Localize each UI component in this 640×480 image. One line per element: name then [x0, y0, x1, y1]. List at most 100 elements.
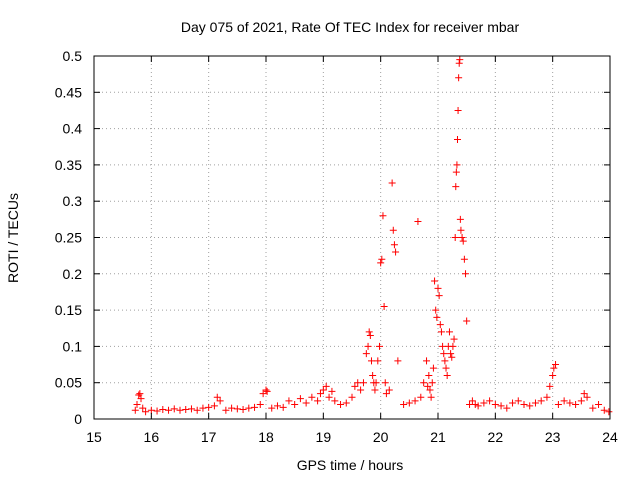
roti-point: [491, 400, 499, 408]
roti-point: [453, 135, 461, 143]
roti-point: [428, 379, 436, 387]
roti-point: [509, 399, 517, 407]
roti-point: [560, 397, 568, 405]
roti-point: [436, 321, 444, 329]
roti-point: [583, 393, 591, 401]
roti-point: [459, 237, 467, 245]
roti-point: [133, 400, 141, 408]
roti-point: [376, 342, 384, 350]
roti-point: [433, 313, 441, 321]
roti-point: [381, 379, 389, 387]
roti-point: [589, 404, 597, 412]
roti-point: [239, 406, 247, 414]
roti-point: [605, 408, 613, 416]
roti-point: [362, 350, 370, 358]
roti-point: [440, 350, 448, 358]
roti-point: [372, 379, 380, 387]
roti-point: [199, 404, 207, 412]
roti-point: [531, 399, 539, 407]
chart-title: Day 075 of 2021, Rate Of TEC Index for r…: [181, 19, 520, 35]
roti-point: [279, 403, 287, 411]
roti-point: [448, 353, 456, 361]
roti-point: [537, 397, 545, 405]
roti-point: [170, 405, 178, 413]
roti-point: [216, 397, 224, 405]
y-tick-label: 0.05: [55, 375, 82, 391]
roti-point: [367, 357, 375, 365]
roti-point: [136, 390, 144, 398]
roti-point: [366, 332, 374, 340]
roti-point: [389, 226, 397, 234]
roti-point: [480, 399, 488, 407]
roti-point: [497, 402, 505, 410]
roti-point: [460, 255, 468, 263]
roti-point: [451, 234, 459, 241]
roti-point: [405, 399, 413, 407]
roti-point: [228, 404, 236, 412]
roti-point: [471, 400, 479, 408]
roti-point: [147, 406, 155, 414]
roti-point: [273, 402, 281, 410]
roti-point: [359, 379, 367, 387]
roti-point: [552, 361, 560, 369]
roti-point: [357, 386, 365, 394]
roti-point: [429, 364, 437, 372]
roti-point: [314, 397, 322, 405]
roti-point: [285, 397, 293, 405]
roti-point: [296, 395, 304, 403]
roti-point: [142, 408, 150, 416]
roti-point: [453, 161, 461, 169]
roti-point: [365, 328, 373, 336]
roti-point: [514, 397, 522, 405]
roti-point: [291, 400, 299, 408]
roti-point: [600, 406, 608, 414]
roti-point: [427, 393, 435, 401]
roti-point: [543, 393, 551, 401]
roti-point: [364, 342, 372, 350]
roti-point: [176, 406, 184, 414]
roti-point: [414, 218, 422, 226]
roti-point: [390, 241, 398, 249]
roti-point: [139, 404, 147, 412]
roti-point: [233, 405, 241, 413]
roti-point: [456, 215, 464, 223]
roti-point: [417, 393, 425, 401]
roti-point: [425, 371, 433, 379]
roti-point: [328, 387, 336, 395]
roti-point: [566, 399, 574, 407]
roti-point: [187, 405, 195, 413]
roti-point: [452, 168, 460, 176]
roti-point: [455, 74, 463, 82]
roti-point: [205, 403, 213, 411]
y-tick-label: 0.45: [55, 84, 82, 100]
roti-point: [458, 234, 466, 241]
roti-point: [526, 402, 534, 410]
roti-point: [210, 402, 218, 410]
roti-point: [351, 382, 359, 390]
roti-point: [379, 212, 387, 220]
roti-point: [577, 397, 585, 405]
roti-point: [455, 59, 463, 67]
roti-point: [377, 259, 385, 267]
roti-point: [263, 387, 271, 395]
roti-point: [424, 382, 432, 390]
roti-point: [452, 183, 460, 191]
roti-point: [463, 317, 471, 325]
roti-point: [342, 399, 350, 407]
roti-point: [462, 270, 470, 278]
x-tick-label: 20: [373, 429, 389, 445]
roti-point: [426, 386, 434, 394]
roti-point: [256, 400, 264, 408]
x-tick-label: 24: [602, 429, 618, 445]
roti-point: [423, 357, 431, 365]
roti-point: [420, 379, 428, 387]
roti-point: [193, 406, 201, 414]
roti-point: [262, 386, 270, 394]
roti-point: [159, 406, 167, 414]
x-tick-labels: 15 16 17 18 19 20 21 22 23 24: [86, 429, 618, 445]
roti-point: [580, 390, 588, 398]
roti-point: [213, 393, 221, 401]
roti-point: [135, 391, 143, 399]
roti-point: [400, 400, 408, 408]
roti-point: [435, 292, 443, 300]
